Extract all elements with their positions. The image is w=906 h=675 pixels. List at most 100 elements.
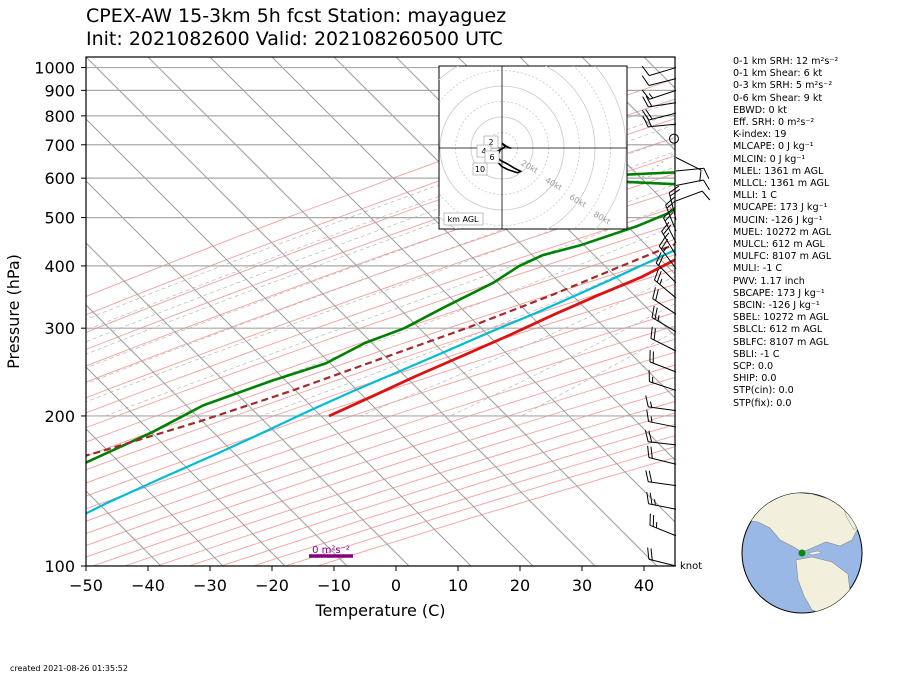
y-tick-label: 1000	[34, 59, 75, 78]
dry-adiabat-line	[86, 254, 675, 457]
index-row: 0-1 km SRH: 12 m²s⁻²	[733, 56, 839, 67]
y-tick-label: 900	[44, 81, 75, 100]
index-row: 0-6 km Shear: 9 kt	[733, 92, 823, 104]
isotherm-line	[333, 57, 675, 399]
index-row: SHIP: 0.0	[733, 373, 777, 385]
dry-adiabat-line	[86, 325, 675, 522]
y-axis-label: Pressure (hPa)	[4, 254, 23, 369]
station-marker	[798, 549, 806, 557]
wind-barb	[646, 409, 677, 428]
index-row: MLCIN: 0 J kg⁻¹	[733, 153, 806, 165]
wind-barb	[652, 287, 677, 315]
wind-barb	[649, 350, 677, 373]
hodograph-height-label: 6	[489, 153, 494, 162]
hodograph-height-label: 4	[481, 147, 486, 156]
parcel-trace	[86, 243, 675, 457]
isotherm-line	[86, 180, 472, 566]
isotherm-line	[271, 57, 675, 461]
wind-barb	[641, 109, 677, 121]
index-row: EBWD: 0 kt	[733, 104, 787, 116]
dry-adiabat-line	[86, 351, 675, 546]
wind-barb	[641, 75, 677, 86]
index-row: STP(fix): 0.0	[733, 397, 792, 409]
wind-barb	[645, 470, 677, 487]
x-axis-label: Temperature (C)	[314, 601, 445, 620]
moist-adiabat-line	[450, 303, 675, 417]
dry-adiabat-line	[86, 338, 675, 535]
index-row: MUCAPE: 173 J kg⁻¹	[733, 202, 828, 214]
x-tick-label: 0	[391, 576, 401, 595]
dry-adiabat-line	[86, 311, 675, 510]
chart-title: CPEX-AW 15-3km 5h fcst Station: mayaguez	[86, 5, 507, 27]
wind-barb	[665, 196, 677, 232]
wind-barb	[675, 167, 710, 180]
dry-adiabat-line	[86, 78, 675, 297]
wind-barb	[644, 430, 677, 446]
x-tick-label: 10	[448, 576, 468, 595]
created-timestamp: created 2021-08-26 01:35:52	[10, 664, 128, 673]
index-row: SBLCL: 612 m AGL	[733, 324, 823, 336]
y-tick-label: 600	[44, 169, 75, 188]
y-tick-label: 800	[44, 107, 75, 126]
wind-barb	[645, 395, 677, 412]
wind-barb	[650, 326, 677, 352]
dewpoint-trace	[86, 171, 675, 465]
temperature-trace	[328, 258, 675, 418]
wind-barb	[642, 95, 677, 108]
wind-barb	[647, 547, 677, 567]
index-row: MUCIN: -126 J kg⁻¹	[733, 214, 823, 226]
y-tick-label: 200	[44, 407, 75, 426]
y-tick-label: 100	[44, 557, 75, 576]
isotherm-line	[581, 57, 675, 151]
moist-adiabat-line	[261, 249, 675, 417]
wind-barb	[675, 190, 711, 202]
wind-barb	[663, 208, 677, 244]
wind-barb	[675, 179, 710, 191]
index-row: Eff. SRH: 0 m²s⁻²	[733, 117, 815, 129]
chart-subtitle: Init: 2021082600 Valid: 202108260500 UTC	[86, 28, 503, 50]
plot-frame	[85, 56, 676, 567]
dry-adiabat-line	[86, 206, 675, 414]
moist-adiabat-line	[86, 124, 675, 343]
moist-adiabat-line	[86, 137, 675, 355]
wind-barb	[649, 513, 677, 537]
wind-barb	[675, 157, 702, 182]
dry-adiabat-line	[86, 190, 675, 399]
index-row: SBLI: -1 C	[733, 348, 780, 360]
index-row: 0-1 km Shear: 6 kt	[733, 68, 823, 80]
index-row: 0-3 km SRH: 5 m²s⁻²	[733, 80, 833, 92]
x-tick-label: 30	[572, 576, 592, 595]
x-tick-label: −30	[193, 576, 227, 595]
wind-barb	[646, 492, 677, 510]
north-america-land	[742, 493, 859, 553]
index-row: K-index: 19	[733, 129, 787, 141]
dry-adiabat-line	[86, 98, 675, 316]
isotherm-line	[209, 57, 675, 523]
moist-adiabat-line	[86, 112, 675, 331]
caribbean-land	[807, 550, 823, 556]
y-tick-label: 500	[44, 209, 75, 228]
wind-barb	[655, 252, 677, 284]
y-tick-label: 700	[44, 136, 75, 155]
hodograph-legend-box	[443, 212, 484, 226]
wind-barb	[654, 268, 677, 299]
wind-barb	[651, 305, 677, 333]
wetbulb-trace	[86, 248, 675, 515]
isotherm-line	[86, 366, 286, 566]
wind-barb	[648, 369, 677, 391]
wind-barb	[668, 185, 681, 220]
dry-adiabat-line	[86, 238, 675, 443]
hodograph-height-label: 10	[475, 165, 485, 174]
wind-barb	[658, 236, 677, 269]
dry-adiabat-line	[86, 298, 675, 497]
isotherm-line	[86, 304, 348, 566]
srh-bar-label: 0 m²s⁻²	[312, 545, 350, 556]
index-row: SBCIN: -126 J kg⁻¹	[733, 300, 820, 312]
wind-barb	[641, 65, 677, 77]
x-tick-label: −20	[255, 576, 289, 595]
index-row: MLLI: 1 C	[733, 190, 777, 202]
index-row: SBCAPE: 173 J kg⁻¹	[733, 287, 825, 299]
hodograph-legend-label: km AGL	[448, 215, 480, 224]
